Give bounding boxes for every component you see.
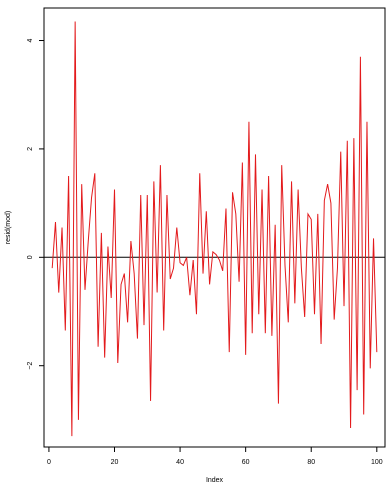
residual-line [51, 21, 378, 437]
y-axis-label: resid(mod) [5, 211, 12, 244]
x-tick-label: 20 [111, 459, 119, 466]
x-axis: 0 20 40 60 80 100 [47, 447, 383, 466]
y-axis: −2 0 2 4 [27, 38, 44, 370]
y-tick-label: 0 [27, 255, 34, 259]
y-tick-label: −2 [27, 362, 34, 370]
residual-series [51, 21, 378, 437]
x-tick-label: 0 [47, 459, 51, 466]
x-tick-label: 80 [307, 459, 315, 466]
x-axis-label: Index [206, 477, 224, 484]
x-tick-label: 100 [371, 459, 383, 466]
y-tick-label: 2 [27, 147, 34, 151]
plot-frame [43, 7, 386, 448]
x-tick-label: 40 [176, 459, 184, 466]
x-tick-label: 60 [242, 459, 250, 466]
y-tick-label: 4 [27, 38, 34, 42]
